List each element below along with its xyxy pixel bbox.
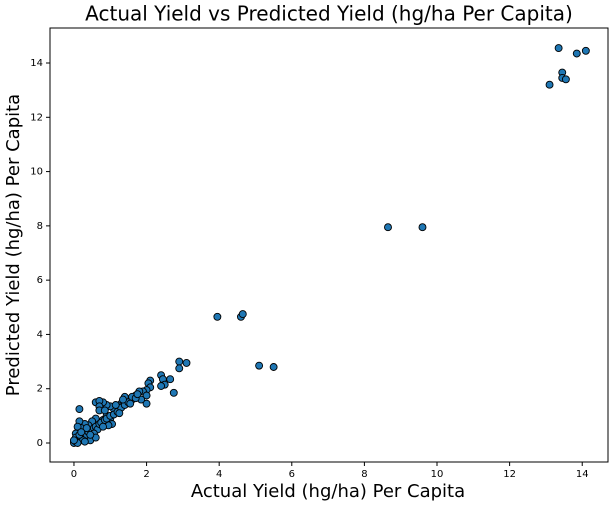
- y-tick-label: 12: [30, 112, 43, 123]
- point: [175, 364, 184, 373]
- point: [80, 437, 89, 446]
- x-tick-label: 8: [361, 469, 367, 480]
- point: [77, 428, 86, 437]
- x-tick-label: 12: [503, 469, 516, 480]
- x-tick-label: 14: [576, 469, 589, 480]
- point: [166, 375, 175, 384]
- x-axis-label: Actual Yield (hg/ha) Per Capita: [191, 481, 465, 502]
- y-tick-label: 6: [37, 275, 43, 286]
- point: [418, 223, 427, 232]
- point: [126, 399, 135, 408]
- point: [119, 395, 127, 404]
- point: [269, 363, 278, 371]
- x-tick-label: 4: [216, 469, 222, 480]
- y-tick-label: 10: [30, 167, 43, 178]
- y-tick-label: 2: [37, 384, 43, 395]
- y-tick-label: 4: [37, 329, 43, 340]
- point: [157, 382, 166, 390]
- point: [238, 310, 247, 319]
- point: [86, 430, 95, 439]
- plot-frame: [49, 27, 609, 463]
- point: [100, 406, 109, 415]
- x-tick-label: 6: [289, 469, 295, 480]
- point: [545, 80, 554, 89]
- point: [142, 391, 151, 400]
- point: [82, 424, 91, 433]
- point: [70, 436, 78, 445]
- point: [169, 388, 178, 397]
- point: [213, 312, 222, 321]
- x-tick-label: 2: [143, 469, 149, 480]
- point: [133, 390, 142, 399]
- point: [554, 44, 563, 53]
- point: [384, 223, 392, 232]
- point: [175, 357, 184, 366]
- x-tick-label: 0: [71, 469, 77, 480]
- x-tick-label: 10: [431, 469, 444, 480]
- chart-title: Actual Yield vs Predicted Yield (hg/ha P…: [85, 2, 573, 26]
- point: [115, 409, 124, 418]
- y-tick-label: 0: [37, 438, 43, 449]
- point: [142, 399, 151, 408]
- y-axis-label: Predicted Yield (hg/ha) Per Capita: [3, 94, 24, 396]
- point: [255, 361, 264, 370]
- point: [75, 405, 84, 414]
- point: [99, 422, 107, 431]
- y-tick-label: 14: [30, 58, 43, 69]
- point: [561, 75, 570, 84]
- y-tick-label: 8: [37, 221, 43, 232]
- point: [572, 49, 581, 58]
- point: [111, 401, 120, 409]
- point: [581, 46, 590, 55]
- point: [182, 358, 191, 367]
